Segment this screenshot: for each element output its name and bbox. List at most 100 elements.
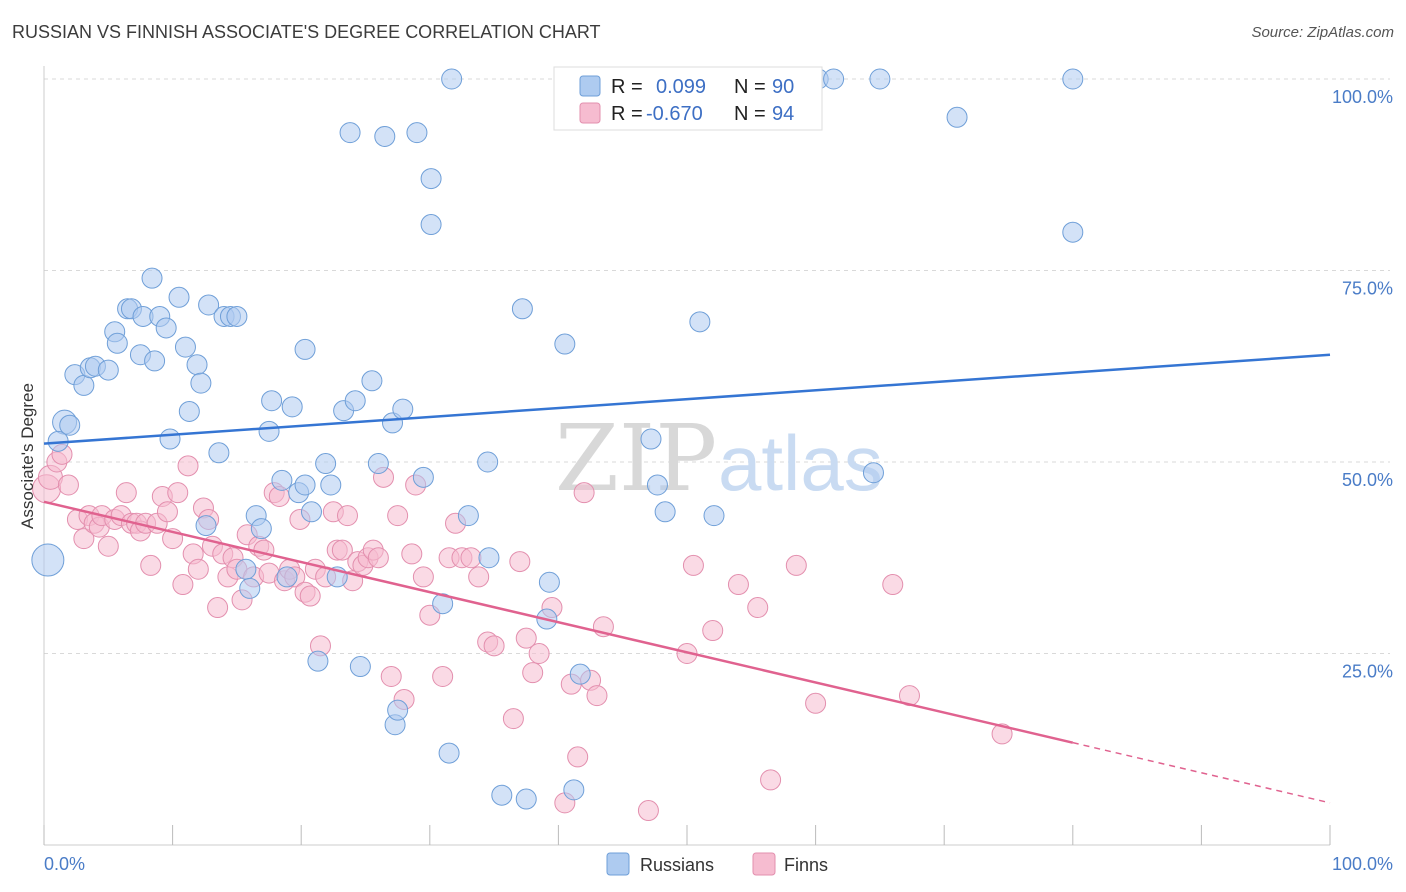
russians-point-66 [457,505,479,527]
russians-point-22 [178,400,200,422]
finns-point-25 [172,574,194,596]
finns-point-79 [483,635,505,657]
axes [43,66,1331,846]
russians-point-89 [1062,221,1084,243]
russians-point-71 [515,788,537,810]
y-tick-label-2: 75.0% [1342,279,1393,299]
stats-legend: R = 0.099 N = 90 R = -0.670 N = 94 [553,66,823,131]
russians-point-60 [412,466,434,488]
russians-point-68 [478,547,500,569]
finns-point-72 [432,665,454,687]
russians-point-10 [106,332,128,354]
finns-point-6 [73,528,95,550]
y-tick-label-3: 100.0% [1332,87,1393,107]
finns-point-26 [177,455,199,477]
stats-n-label-finns: N = [734,103,766,125]
russians-point-21 [174,336,196,358]
russians-point-75 [563,779,585,801]
russians-point-30 [226,305,248,327]
finns-point-57 [336,505,358,527]
russians-point-63 [432,593,454,615]
finns-point-82 [515,627,537,649]
russians-point-23 [186,354,208,376]
russians-point-76 [569,663,591,685]
finns-point-56 [331,539,353,561]
russians-trend-line [43,353,1331,445]
finns-point-24 [167,482,189,504]
russians-point-58 [392,398,414,420]
finns-point-88 [567,746,589,768]
russians-point-2 [59,414,81,436]
chart-source: Source: ZipAtlas.com [1251,24,1394,41]
stats-n-value-finns: 94 [772,103,794,125]
stats-r-value-finns: -0.670 [646,103,703,125]
watermark-atlas: atlas [718,419,883,507]
russians-point-65 [441,68,463,90]
bottom-legend: Russians Finns [606,852,828,876]
russians-point-43 [300,501,322,523]
russians-point-49 [339,122,361,144]
finns-point-101 [805,692,827,714]
finns-point-32 [207,597,229,619]
finns-point-81 [509,551,531,573]
russians-point-15 [141,267,163,289]
x-tick-label-max: 100.0% [1332,854,1393,874]
finns-point-95 [682,554,704,576]
finns-point-97 [727,574,749,596]
finns-point-11 [97,535,119,557]
russians-point-20 [168,286,190,308]
russians-point-54 [374,125,396,147]
russians-point-19 [159,428,181,450]
russians-point-53 [367,453,389,475]
stats-r-label-finns: R = [611,103,643,125]
stats-legend-swatch-finns [579,102,601,124]
finns-point-63 [367,547,389,569]
finns-point-93 [637,800,659,822]
russians-point-8 [97,359,119,381]
finns-point-89 [573,482,595,504]
y-tick-label-1: 50.0% [1342,470,1393,490]
russians-point-46 [320,474,342,496]
finns-point-104 [991,723,1013,745]
finns-trend-line-extension [1072,741,1331,804]
finns-point-83 [522,662,544,684]
russians-point-34 [250,518,272,540]
y-tick-labels: 25.0% 50.0% 75.0% 100.0% [1332,87,1393,682]
finns-point-41 [253,539,275,561]
russians-point-79 [654,501,676,523]
russians-point-88 [1062,68,1084,90]
russians-point-61 [420,168,442,190]
legend-swatch-finns [752,852,776,876]
russians-point-35 [258,420,280,442]
finns-point-76 [460,547,482,569]
russians-point-16 [144,350,166,372]
russians-point-70 [511,298,533,320]
russians-point-27 [208,442,230,464]
russians-point-25 [195,515,217,537]
finns-point-68 [401,543,423,565]
chart-title: RUSSIAN VS FINNISH ASSOCIATE'S DEGREE CO… [12,22,601,42]
finns-point-99 [760,769,782,791]
stats-n-value-russians: 90 [772,76,794,98]
russians-point-74 [554,333,576,355]
finns-point-22 [156,501,178,523]
finns-point-84 [528,643,550,664]
russians-point-37 [271,469,293,491]
finns-point-98 [747,597,769,619]
russians-point-81 [689,311,711,333]
finns-point-66 [387,505,409,527]
stats-r-value-russians: 0.099 [656,76,706,98]
russians-point-45 [315,453,337,475]
russians-point-24 [190,372,212,394]
russians-points [31,68,1084,810]
finns-point-19 [140,554,162,576]
finns-point-77 [468,566,490,588]
russians-point-50 [344,390,366,412]
russians-point-78 [646,474,668,496]
russians-point-36 [261,390,283,412]
x-tick-labels: 0.0% 100.0% [44,854,1393,874]
russians-point-5 [73,374,95,396]
russians-point-77 [640,428,662,450]
legend-label-finns: Finns [784,855,828,875]
